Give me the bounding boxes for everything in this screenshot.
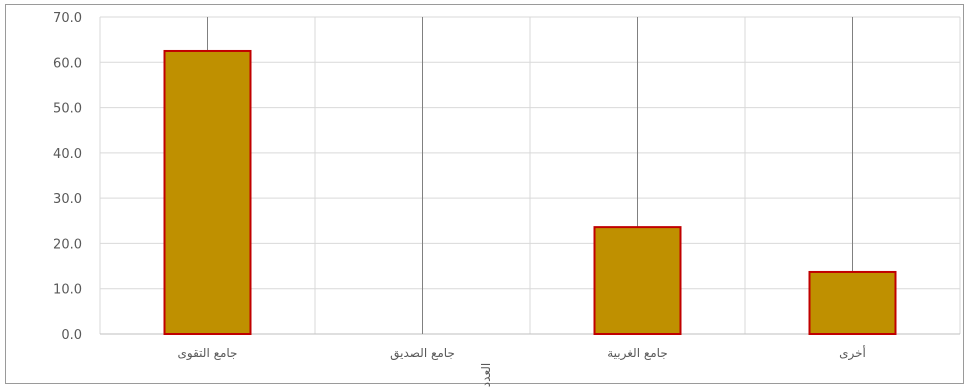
y-axis-ticks: 0.0 10.0 20.0 30.0 40.0 50.0 60.0 70.0 [53,11,82,343]
y-tick-label: 10.0 [53,283,82,298]
y-tick-label: 40.0 [53,147,82,162]
y-axis-label: العدد [479,363,493,387]
bars [163,49,897,335]
bar-4 [808,270,897,335]
bar-3 [593,226,682,335]
y-tick-label: 60.0 [53,56,82,71]
y-tick-label: 70.0 [53,11,82,26]
x-tick-label: جامع الغربية [607,346,668,361]
x-tick-label: جامع الصديق [390,346,455,361]
y-tick-label: 0.0 [61,328,82,343]
y-tick-label: 50.0 [53,102,82,117]
x-tick-label: جامع التقوى [178,346,238,361]
bar-1 [163,49,252,335]
y-tick-label: 30.0 [53,192,82,207]
x-axis-ticks: جامع التقوى جامع الصديق جامع الغربية أخرى [178,345,866,361]
y-tick-label: 20.0 [53,237,82,252]
x-tick-label: أخرى [839,345,866,361]
